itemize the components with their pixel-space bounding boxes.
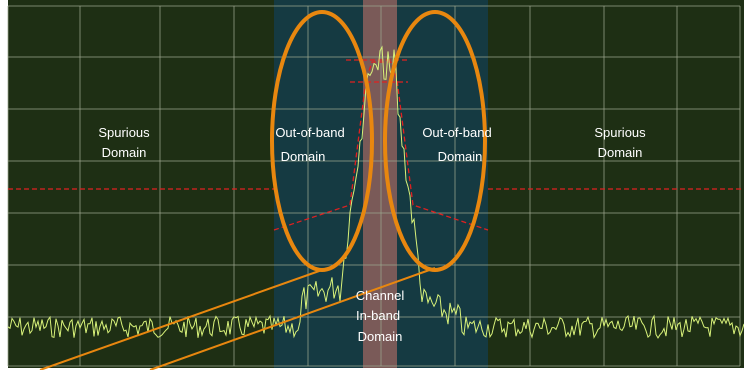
spurious-right-label-2: Domain bbox=[598, 145, 643, 160]
spurious-domain-left-bg bbox=[8, 0, 274, 368]
spurious-right-label: Spurious bbox=[594, 125, 646, 140]
limit-segment bbox=[273, 61, 489, 231]
oob-left-label-2: Domain bbox=[281, 149, 326, 164]
grid-lines bbox=[7, 5, 741, 367]
callout-line-left bbox=[39, 269, 323, 370]
spurious-left-label: Spurious bbox=[98, 125, 150, 140]
channel-label-1: Channel bbox=[356, 288, 405, 303]
oob-left-label: Out-of-band bbox=[275, 125, 344, 140]
spurious-left-label-2: Domain bbox=[102, 145, 147, 160]
channel-label-2: In-band bbox=[356, 308, 400, 323]
channel-label-3: Domain bbox=[358, 329, 403, 344]
limit-mask-lines bbox=[8, 59, 744, 231]
spectrum-trace bbox=[7, 45, 744, 340]
out-of-band-right-ellipse bbox=[383, 10, 487, 272]
spurious-domain-right-bg bbox=[488, 0, 744, 368]
oob-right-label: Out-of-band bbox=[422, 125, 491, 140]
callout-line-right bbox=[149, 267, 436, 370]
oob-right-label-2: Domain bbox=[438, 149, 483, 164]
